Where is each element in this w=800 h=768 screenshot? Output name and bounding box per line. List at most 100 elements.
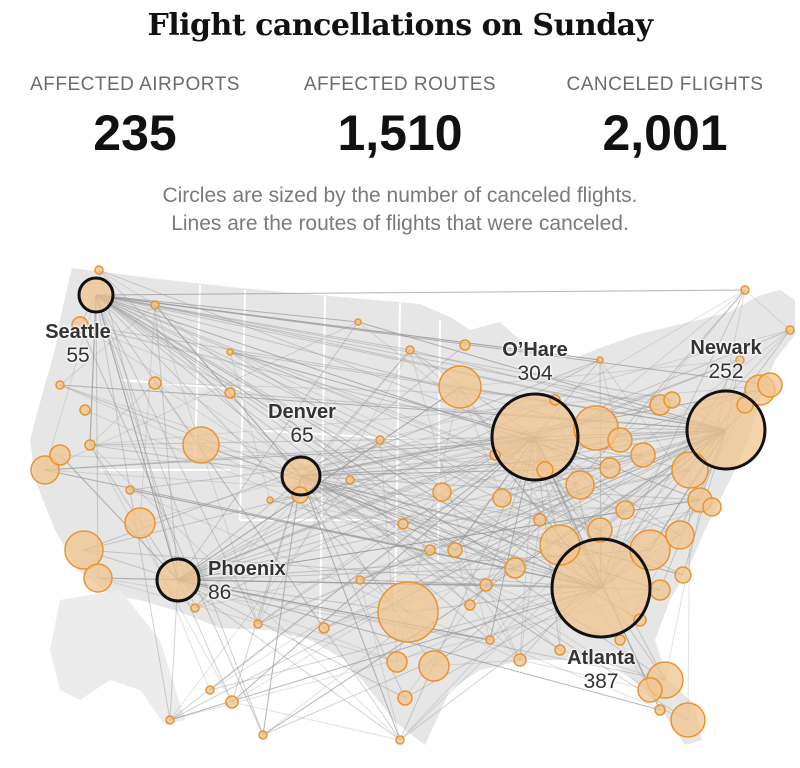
airport-circle[interactable] [405,345,415,355]
airport-name: O’Hare [502,339,568,361]
airport-circle[interactable] [554,644,566,656]
highlight-ring-phoenix[interactable] [155,557,201,603]
airport-circle[interactable] [735,355,745,365]
route-line [379,329,791,441]
airport-circle[interactable] [740,285,750,295]
airport-circle[interactable] [418,650,450,682]
airport-circle[interactable] [318,622,330,634]
airport-circle[interactable] [64,530,104,570]
airport-circle[interactable] [226,348,234,356]
airport-circle[interactable] [345,475,355,485]
airport-circle[interactable] [702,497,722,517]
airport-circle[interactable] [504,557,526,579]
stat-affected-airports: AFFECTED AIRPORTS 235 [5,74,265,162]
airport-count: 86 [208,581,232,604]
airport-circle[interactable] [30,455,60,485]
route-line [229,392,727,431]
route-line [299,494,561,546]
airport-circle[interactable] [148,376,162,390]
route-line [154,304,259,625]
airport-circle[interactable] [84,439,96,451]
airport-circle[interactable] [71,316,89,334]
airport-circle[interactable] [182,426,220,464]
airport-circle[interactable] [397,518,409,530]
airport-circle[interactable] [94,265,104,275]
airport-circle[interactable] [674,566,692,584]
route-line [95,294,641,621]
airport-circle[interactable] [79,404,91,416]
page-title: Flight cancellations on Sunday [147,8,653,43]
route-line [177,344,466,581]
airport-circle[interactable] [629,529,671,571]
route-line [129,489,521,661]
airport-circle[interactable] [258,730,268,740]
airport-circle[interactable] [124,507,156,539]
highlight-rings [77,276,767,639]
airport-circle[interactable] [438,365,482,409]
highlight-ring-atlanta[interactable] [550,537,652,639]
airport-circle[interactable] [225,695,239,709]
airport-circle[interactable] [596,356,604,364]
airport-circle[interactable] [125,485,135,495]
airport-circle[interactable] [671,451,709,489]
airport-circle[interactable] [654,704,666,716]
airport-circle[interactable] [614,634,626,646]
airport-circle[interactable] [432,482,452,502]
highlight-ring-seattle[interactable] [77,276,115,314]
airport-circle[interactable] [464,599,476,611]
route-line [262,475,302,736]
route-line [95,294,516,569]
route-line [79,324,651,691]
highlight-ring-ohare[interactable] [490,392,580,482]
airport-circle[interactable] [224,387,236,399]
airport-circle[interactable] [599,457,621,479]
airport-circle[interactable] [354,318,362,326]
route-line [177,499,701,581]
airport-circle[interactable] [637,677,663,703]
route-line [349,479,521,661]
airport-circle[interactable] [375,435,385,445]
airport-circle[interactable] [386,651,408,673]
airport-circle[interactable] [479,578,493,592]
airport-circle[interactable] [253,619,263,629]
route-line [177,579,491,641]
highlight-ring-newark[interactable] [685,389,767,471]
airport-circle[interactable] [630,442,656,468]
airport-circle[interactable] [83,563,113,593]
airport-circle[interactable] [533,513,547,527]
airport-circle[interactable] [355,575,365,585]
airport-circle[interactable] [165,715,175,725]
airport-circle[interactable] [205,685,215,695]
airport-circle[interactable] [663,391,681,409]
airport-circle[interactable] [377,581,439,643]
airport-circle[interactable] [459,339,471,351]
airport-circle[interactable] [587,517,613,543]
airport-count: 304 [517,362,553,385]
route-line [154,304,179,581]
airport-circle[interactable] [670,702,706,738]
stat-value: 1,510 [337,105,463,161]
highlight-ring-denver[interactable] [280,455,322,497]
airport-circle[interactable] [607,427,633,453]
route-line [177,579,491,641]
route-line [300,475,456,551]
airport-circle[interactable] [150,300,160,310]
airport-circle[interactable] [615,500,635,520]
airport-circle[interactable] [649,579,671,601]
airport-circle[interactable] [665,520,695,550]
airport-circle[interactable] [266,496,274,504]
airport-circle[interactable] [55,380,65,390]
airport-circle[interactable] [190,603,200,613]
airport-circle[interactable] [395,735,405,745]
airport-circle[interactable] [785,325,795,335]
route-line [402,469,691,525]
airport-circle[interactable] [513,653,527,667]
airport-circle[interactable] [397,690,413,706]
airport-circle[interactable] [424,544,436,556]
airport-circle[interactable] [757,372,783,398]
airport-circle[interactable] [565,470,595,500]
airport-circle[interactable] [485,635,495,645]
airport-circle[interactable] [447,542,463,558]
airport-circle[interactable] [492,488,512,508]
airport-circle[interactable] [49,444,71,466]
